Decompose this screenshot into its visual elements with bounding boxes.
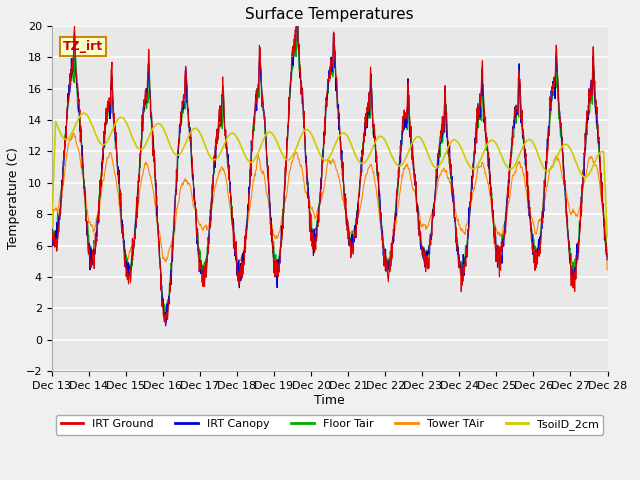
- Y-axis label: Temperature (C): Temperature (C): [7, 147, 20, 250]
- Text: TZ_irt: TZ_irt: [63, 40, 103, 53]
- Title: Surface Temperatures: Surface Temperatures: [245, 7, 414, 22]
- Legend: IRT Ground, IRT Canopy, Floor Tair, Tower TAir, TsoilD_2cm: IRT Ground, IRT Canopy, Floor Tair, Towe…: [56, 415, 603, 434]
- X-axis label: Time: Time: [314, 394, 345, 407]
